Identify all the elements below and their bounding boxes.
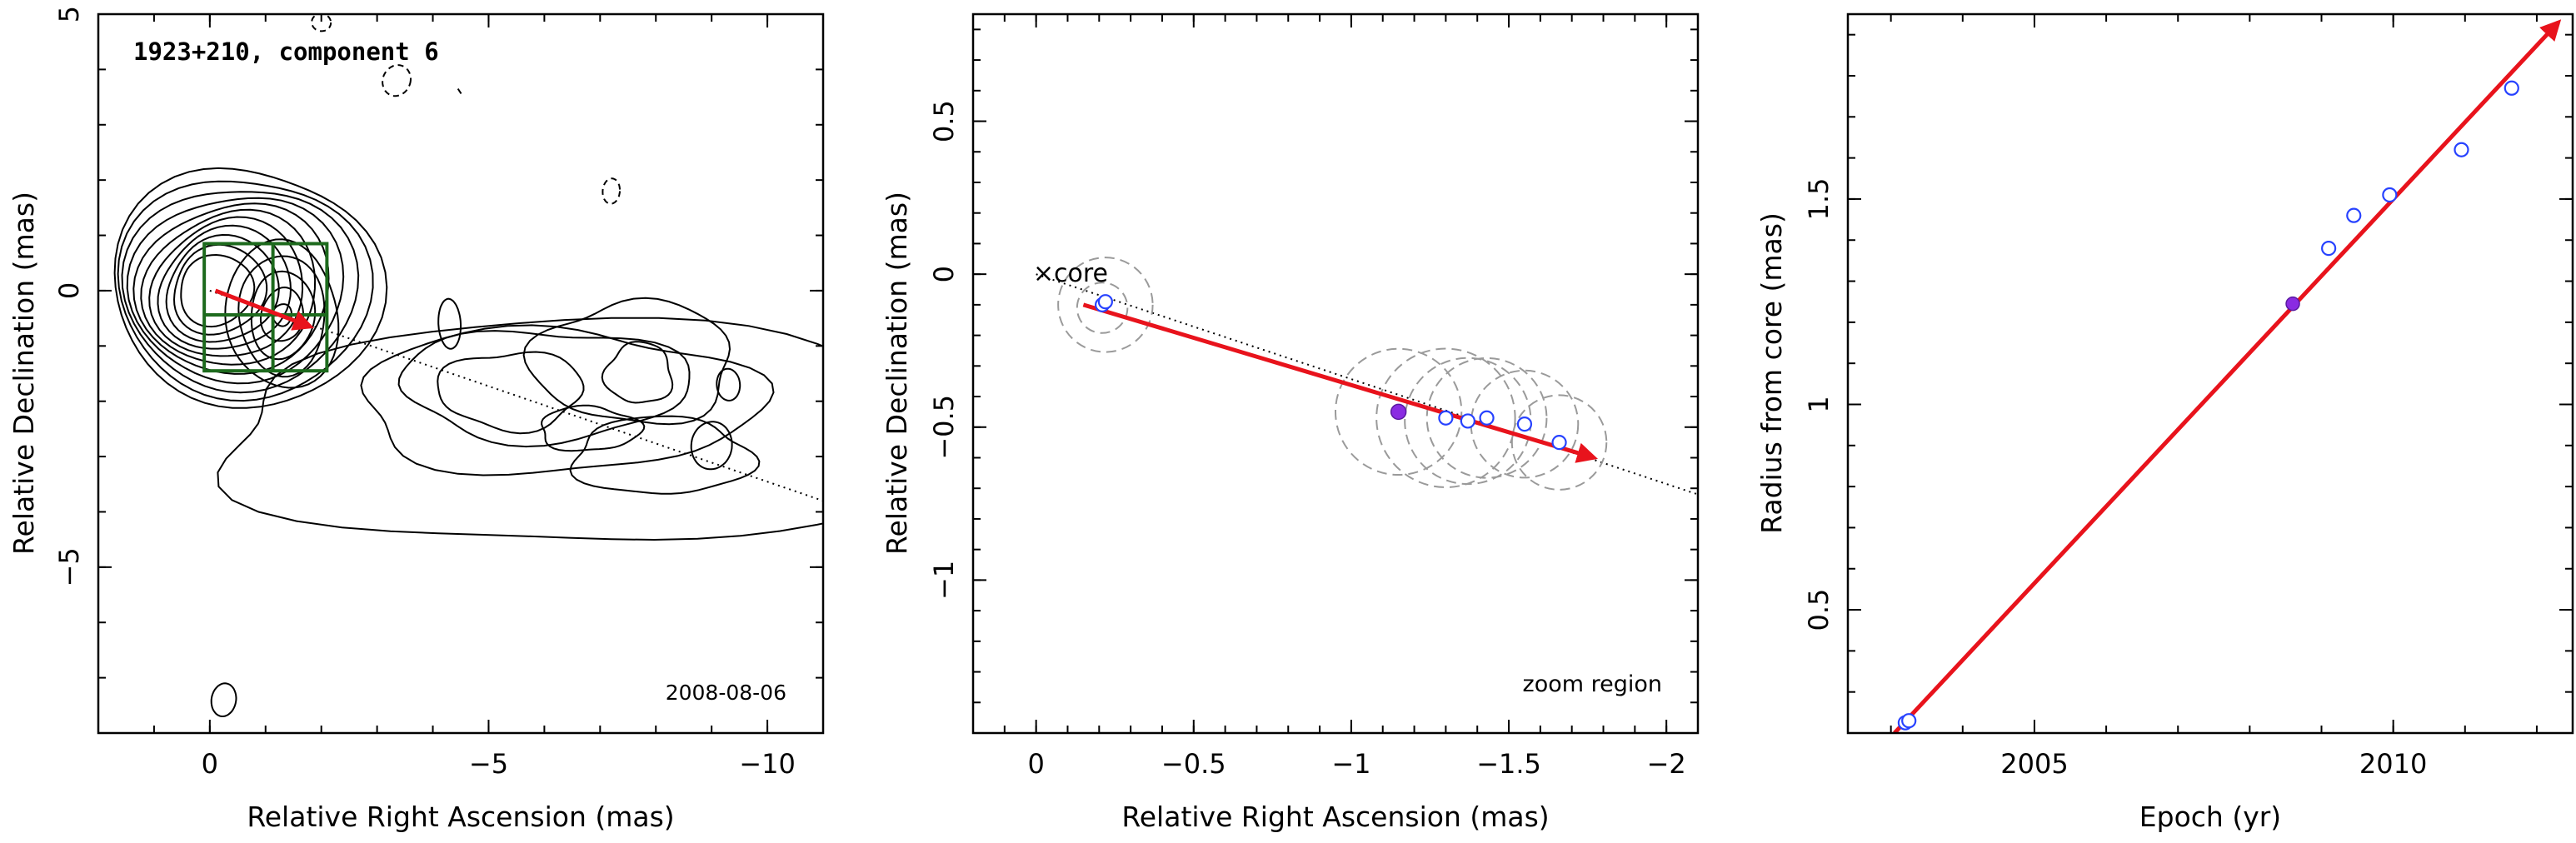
panel-1-ylabel: Relative Declination (mas)	[7, 192, 40, 555]
filled-data-point	[1390, 403, 1407, 421]
panel-1-date-annotation: 2008-08-06	[666, 681, 786, 705]
core-contour	[172, 243, 268, 336]
panel-1-xlabel: Relative Right Ascension (mas)	[247, 801, 674, 833]
panel-3-ticks: 2005 2010 0.5 1 1.5	[1803, 14, 2573, 780]
open-data-point	[1479, 410, 1495, 426]
panel-radius-vs-epoch: 2005 2010 0.5 1 1.5 Epoch (yr) Radius from c…	[1755, 12, 2574, 833]
panel-2-xlabel: Relative Right Ascension (mas)	[1121, 801, 1549, 833]
core-contour	[113, 167, 388, 409]
panel-1-x-tick-label: 0	[202, 748, 218, 780]
component-size-circle	[1335, 347, 1463, 476]
fit-line-arrow	[1893, 19, 2562, 733]
open-data-point	[1460, 413, 1475, 429]
panel-1-plot-area	[113, 14, 823, 718]
panel-3-y-tick-label: 1	[1803, 396, 1835, 412]
open-data-point	[2504, 80, 2519, 96]
jet-contour	[217, 317, 823, 541]
open-data-point	[1516, 416, 1533, 432]
negative-contour-fragment	[457, 88, 465, 98]
component-size-circle	[1510, 394, 1608, 491]
component-size-circle	[1375, 347, 1516, 488]
open-data-point	[2382, 187, 2398, 203]
panel-2-x-tick-label: −1	[1331, 748, 1370, 780]
core-contour	[148, 216, 304, 357]
panel-1-title: 1923+210, component 6	[133, 37, 439, 66]
jet-contour	[397, 330, 691, 448]
open-data-point	[1097, 294, 1113, 310]
open-data-point	[1438, 410, 1454, 426]
panel-zoom-region: 0 −0.5 −1 −1.5 −2 0.5 0 −0.5 −1 × core zoom regi…	[881, 12, 1700, 833]
negative-contour	[602, 177, 621, 205]
core-contour	[180, 253, 256, 328]
jet-contour	[601, 341, 674, 404]
core-label: core	[1054, 259, 1108, 288]
panel-1-y-tick-label: −5	[53, 547, 85, 586]
core-contour	[117, 180, 374, 402]
panel-3-frame	[1846, 12, 2574, 735]
panel-2-zoom-annotation: zoom region	[1523, 671, 1662, 697]
panel-2-x-tick-label: 0	[1027, 748, 1044, 780]
panel-2-x-tick-label: −1.5	[1476, 748, 1541, 780]
panel-3-x-tick-label: 2005	[2000, 748, 2068, 780]
open-data-point	[2454, 142, 2469, 157]
panel-3-plot-area	[1893, 19, 2562, 733]
panel-2-x-tick-label: −2	[1647, 748, 1686, 780]
panel-2-x-tick-label: −0.5	[1161, 748, 1226, 780]
component-size-circle	[1076, 282, 1129, 334]
zoom-region-box	[202, 242, 329, 373]
panel-2-ticks: 0 −0.5 −1 −1.5 −2 0.5 0 −0.5 −1	[928, 14, 1699, 780]
radius-epoch-content	[1893, 19, 2562, 733]
panel-3-y-tick-label: 0.5	[1803, 589, 1835, 631]
motion-arrow	[214, 288, 314, 331]
motion-arrow	[1082, 302, 1598, 463]
panel-2-ylabel: Relative Declination (mas)	[881, 192, 913, 555]
panel-2-y-tick-label: 0	[928, 266, 960, 282]
panel-3-xlabel: Epoch (yr)	[2139, 801, 2281, 833]
panel-1-frame	[97, 12, 825, 735]
panel-2-y-tick-label: 0.5	[928, 100, 960, 142]
negative-contour	[382, 64, 412, 97]
panel-2-frame	[971, 12, 1700, 735]
panel-1-x-tick-label: −5	[469, 748, 508, 780]
open-data-point	[1901, 713, 1917, 729]
jet-contour	[569, 415, 761, 495]
component-size-circle	[1057, 257, 1154, 353]
isolated-contour	[690, 421, 733, 471]
core-contour	[157, 224, 292, 350]
isolated-contour	[210, 682, 237, 718]
jet-contour	[541, 404, 646, 452]
jet-axis-line	[1036, 273, 1698, 496]
panel-3-y-tick-label: 1.5	[1803, 177, 1835, 220]
open-data-point	[1551, 435, 1567, 451]
jet-contour	[437, 351, 585, 435]
panel-2-plot-area	[1036, 257, 1698, 496]
core-contour	[121, 191, 360, 394]
panel-3-x-tick-label: 2010	[2359, 748, 2427, 780]
panel-2-y-tick-label: −0.5	[928, 395, 960, 460]
isolated-contour	[716, 367, 741, 402]
panel-contour-map: 0 −5 −10 5 0 −5 1923+210, component 6 2008-08…	[7, 6, 825, 833]
panel-1-x-tick-label: −10	[739, 748, 796, 780]
panel-1-ticks: 0 −5 −10 5 0 −5	[53, 6, 824, 780]
panel-3-ylabel: Radius from core (mas)	[1755, 212, 1788, 534]
jet-contour	[360, 324, 775, 476]
zoom-region-content	[1036, 257, 1698, 496]
open-data-point	[2346, 207, 2362, 223]
isolated-contour	[437, 297, 462, 350]
contour-map-content	[113, 14, 823, 718]
panel-1-y-tick-label: 0	[53, 282, 85, 299]
panel-2-y-tick-label: −1	[928, 561, 960, 600]
filled-data-point	[2285, 296, 2300, 312]
jet-contour	[522, 297, 731, 426]
panel-1-y-tick-label: 5	[53, 6, 85, 22]
core-contour	[132, 202, 330, 375]
open-data-point	[2321, 240, 2337, 257]
core-marker: ×	[1033, 259, 1054, 288]
